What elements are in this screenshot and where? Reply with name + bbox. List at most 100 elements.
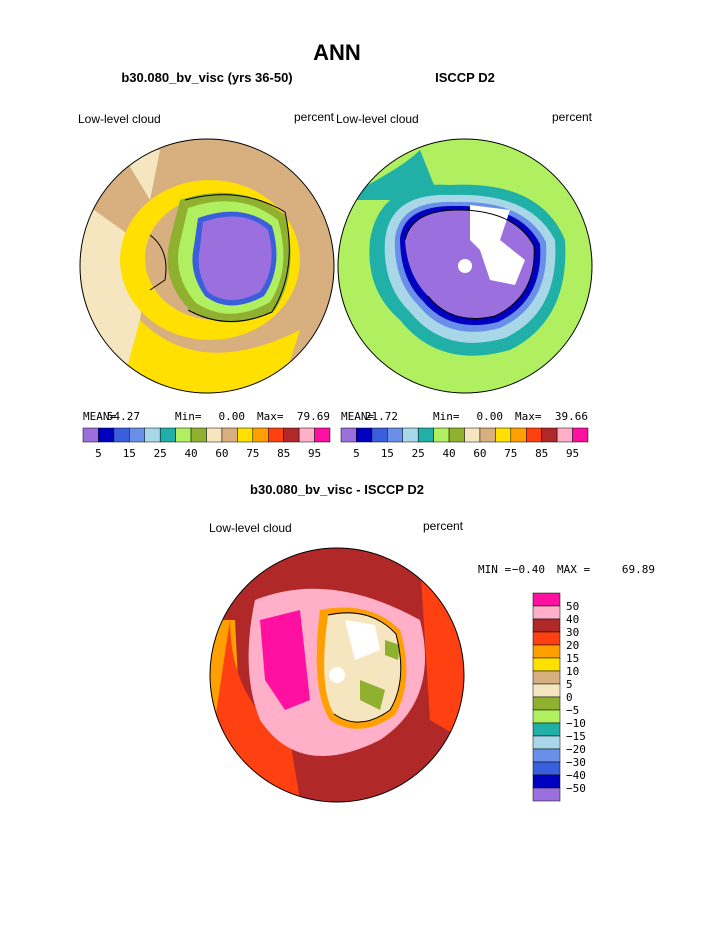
colorbar-box <box>175 427 192 443</box>
panel-title: ISCCP D2 <box>435 70 495 85</box>
colorbar-label: 85 <box>277 447 290 460</box>
colorbar-box <box>532 644 561 659</box>
colorbar-label: 5 <box>95 447 102 460</box>
colorbar-box <box>532 631 561 646</box>
colorbar-label: 25 <box>412 447 425 460</box>
stat-label: Max= <box>515 410 542 423</box>
stat-label: MEAN= <box>83 410 116 423</box>
colorbar-label: 60 <box>473 447 486 460</box>
colorbar-label: 15 <box>381 447 394 460</box>
colorbar-label: 60 <box>215 447 228 460</box>
colorbar-box <box>510 427 527 443</box>
stat-value: 79.69 <box>297 410 330 423</box>
stat-value: −0.40 <box>512 563 545 576</box>
colorbar-box <box>532 722 561 737</box>
colorbar-box <box>283 427 300 443</box>
colorbar-label: 30 <box>566 626 579 639</box>
units-label: percent <box>294 110 335 124</box>
map-border <box>337 138 593 394</box>
variable-label: Low-level cloud <box>209 521 292 535</box>
colorbar-label: −10 <box>566 717 586 730</box>
panel-title: b30.080_bv_visc (yrs 36-50) <box>121 70 292 85</box>
figure-title: ANN <box>313 40 361 65</box>
colorbar-label: −30 <box>566 756 586 769</box>
stat-label: MAX = <box>557 563 590 576</box>
colorbar-box <box>532 657 561 672</box>
colorbar-box <box>448 427 465 443</box>
colorbar-box <box>464 427 481 443</box>
colorbar-box <box>495 427 512 443</box>
colorbar-box <box>526 427 542 443</box>
colorbar-label: 10 <box>566 665 579 678</box>
colorbar-box <box>532 761 561 776</box>
variable-label: Low-level cloud <box>78 112 161 126</box>
colorbar-box <box>532 774 561 789</box>
colorbar-label: 95 <box>308 447 321 460</box>
variable-label: Low-level cloud <box>336 112 419 126</box>
colorbar-box <box>190 427 207 443</box>
colorbar-label: 15 <box>566 652 579 665</box>
colorbar-box <box>221 427 238 443</box>
stat-label: Max= <box>257 410 284 423</box>
colorbar-box <box>402 427 419 443</box>
colorbar-label: 5 <box>566 678 573 691</box>
colorbar-label: 20 <box>566 639 579 652</box>
panel-title: b30.080_bv_visc - ISCCP D2 <box>250 482 424 497</box>
colorbar-label: 40 <box>442 447 455 460</box>
colorbar-box <box>532 592 561 607</box>
colorbar-box <box>532 618 561 633</box>
colorbar-box <box>532 605 561 620</box>
stat-value: 0.00 <box>219 410 246 423</box>
colorbar-box <box>532 787 561 802</box>
stat-value: 54.27 <box>107 410 140 423</box>
colorbar-label: −40 <box>566 769 586 782</box>
colorbar-label: −50 <box>566 782 586 795</box>
colorbar-box <box>572 427 589 443</box>
colorbar-label: −15 <box>566 730 586 743</box>
colorbar-box <box>268 427 284 443</box>
colorbar-label: 50 <box>566 600 579 613</box>
map-difference <box>210 548 464 802</box>
colorbar-box <box>417 427 434 443</box>
units-label: percent <box>423 519 464 533</box>
stat-value: 0.00 <box>477 410 504 423</box>
colorbar-box <box>314 427 331 443</box>
colorbar-box <box>159 427 176 443</box>
stat-label: Min= <box>175 410 202 423</box>
colorbar-label: 0 <box>566 691 573 704</box>
units-label: percent <box>552 110 593 124</box>
colorbar-box <box>340 427 357 443</box>
stat-label: MIN = <box>478 563 511 576</box>
colorbar-box <box>532 683 561 698</box>
colorbar-label: 75 <box>504 447 517 460</box>
colorbar-box <box>113 427 130 443</box>
colorbar-box <box>298 427 315 443</box>
stat-label: MEAN= <box>341 410 374 423</box>
colorbar-label: 25 <box>154 447 167 460</box>
colorbar-box <box>532 696 561 711</box>
colorbar-box <box>532 670 561 685</box>
colorbar-label: 85 <box>535 447 548 460</box>
colorbar-box <box>371 427 388 443</box>
stat-label: Min= <box>433 410 460 423</box>
colorbar-box <box>532 709 561 724</box>
colorbar-box <box>479 427 496 443</box>
colorbar-label: 40 <box>566 613 579 626</box>
colorbar-label: 95 <box>566 447 579 460</box>
colorbar-label: −20 <box>566 743 586 756</box>
colorbar-box <box>541 427 558 443</box>
colorbar-box <box>206 427 223 443</box>
map-border <box>79 138 335 394</box>
map-border <box>209 547 465 803</box>
colorbar-label: 75 <box>246 447 259 460</box>
colorbar-box <box>237 427 254 443</box>
stat-value: 39.66 <box>555 410 588 423</box>
colorbar-label: 5 <box>353 447 360 460</box>
colorbar-label: 15 <box>123 447 136 460</box>
colorbar-box <box>129 427 145 443</box>
map-model <box>80 139 334 393</box>
stat-value: 69.89 <box>622 563 655 576</box>
colorbar-box <box>387 427 403 443</box>
colorbar-box <box>556 427 573 443</box>
